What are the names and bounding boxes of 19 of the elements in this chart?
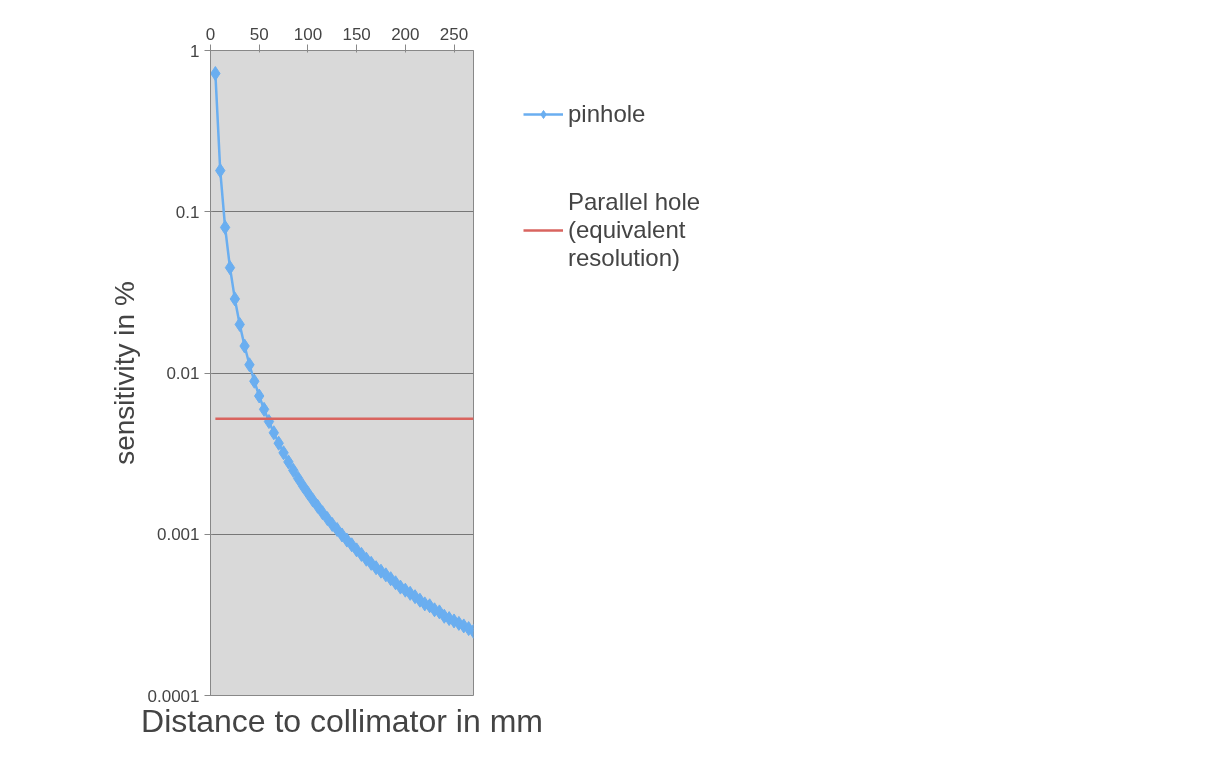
x-tick-label: 100 [293, 24, 323, 44]
legend-label: Parallel hole (equivalent resolution) [568, 188, 701, 272]
x-tick-label: 250 [439, 24, 469, 44]
x-tick-label: 50 [249, 24, 269, 44]
legend-label: pinhole [568, 100, 646, 128]
x-tick-label: 200 [391, 24, 420, 44]
point [302, 485, 314, 501]
point [219, 219, 231, 235]
point [224, 260, 236, 276]
point [229, 291, 241, 307]
x-tick-label: 0 [205, 24, 216, 44]
point [297, 478, 309, 494]
point [258, 401, 270, 417]
x-tick-label: 150 [342, 24, 371, 44]
y-tick-label: 0.001 [156, 525, 200, 545]
y-axis-title: sensitivity in % [108, 281, 140, 465]
y-tick-label: 0.01 [166, 364, 200, 383]
y-tick-label: 1 [190, 41, 200, 61]
y-tick-label: 0.1 [175, 202, 200, 222]
